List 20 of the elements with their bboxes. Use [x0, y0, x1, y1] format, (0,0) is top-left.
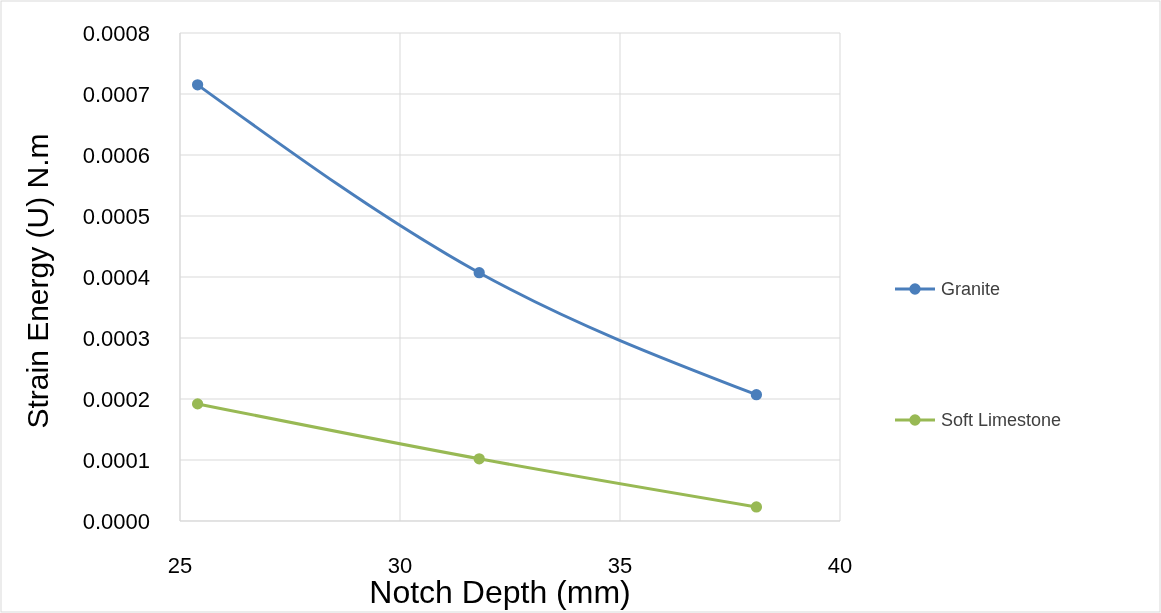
y-tick-label: 0.0003 [82, 325, 150, 351]
x-tick-label: 25 [167, 553, 193, 578]
y-axis-title: Strain Energy (U) N.m [21, 133, 54, 429]
point [191, 79, 204, 91]
x-tick-label: 40 [827, 553, 853, 578]
point [473, 453, 485, 465]
y-tick-label: 0.0004 [82, 264, 150, 290]
point [191, 398, 204, 410]
point [473, 267, 485, 279]
point [750, 389, 763, 401]
y-tick-label: 0.0005 [82, 203, 150, 229]
y-tick-label: 0.0007 [82, 81, 150, 107]
legend-label: Granite [941, 279, 1001, 300]
point [750, 501, 763, 513]
legend-label: Soft Limestone [941, 410, 1062, 431]
y-tick-label: 0.0006 [82, 142, 150, 168]
y-tick-label: 0.0001 [82, 447, 150, 473]
y-tick-label: 0.0002 [82, 386, 150, 412]
y-tick-label: 0.0000 [82, 508, 150, 534]
y-tick-label: 0.0008 [82, 20, 150, 46]
